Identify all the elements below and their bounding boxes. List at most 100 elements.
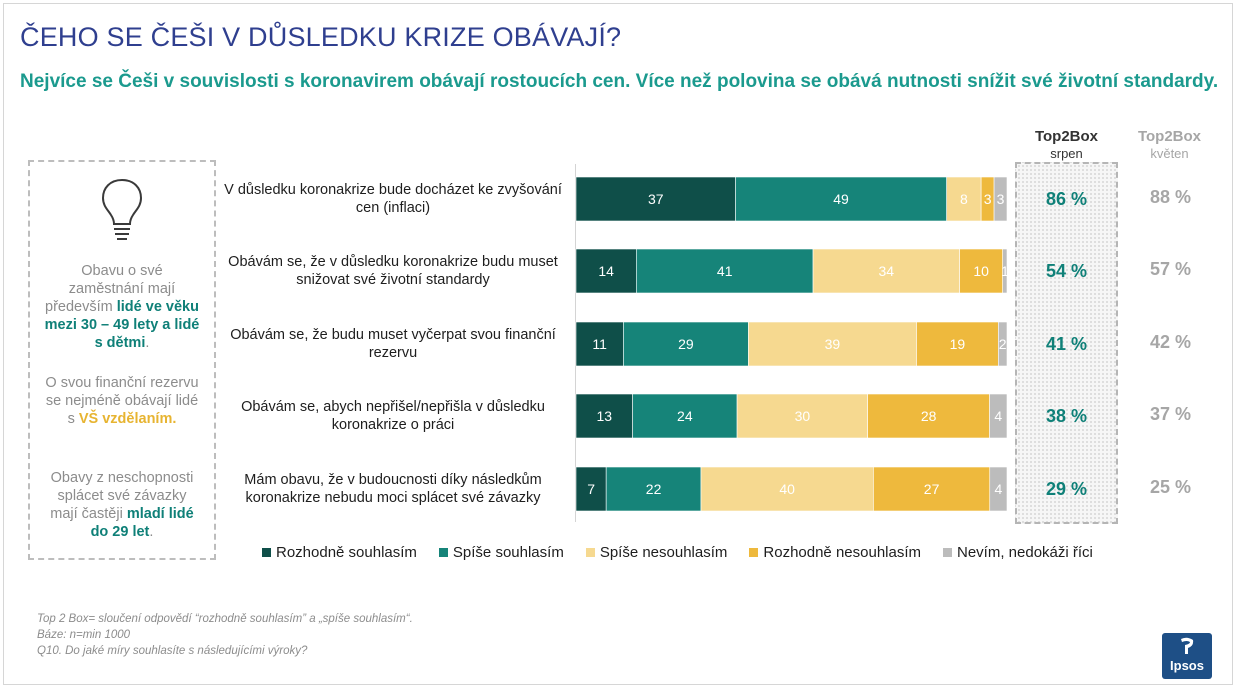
bar-value-label: 41: [717, 263, 733, 279]
bar-segment: [989, 466, 1008, 512]
bar-segment: [575, 248, 637, 294]
bar-segment: [812, 248, 960, 294]
bar-value-label: 28: [921, 408, 937, 424]
legend-item: Rozhodně souhlasím: [262, 544, 417, 561]
bar-value-label: 11: [592, 336, 607, 352]
bar-segment: [632, 393, 738, 439]
ipsos-logo: Ipsos: [1162, 633, 1212, 679]
legend-item: Nevím, nedokáži říci: [943, 544, 1093, 561]
bar-segment: [575, 176, 736, 222]
top2box-previous-value: 42 %: [1149, 332, 1192, 352]
bar-value-label: 19: [950, 336, 966, 352]
insight-reserve: O svou finanční rezervu se nejméně obáva…: [44, 374, 200, 428]
top2box-previous-value: 88 %: [1149, 187, 1192, 207]
insight-debt-text: Obavy z neschopnosti splácet své závazky…: [50, 470, 194, 522]
legend-item: Spíše nesouhlasím: [585, 543, 728, 561]
bar-segment: [998, 321, 1008, 367]
footnote-question: Q10. Do jaké míry souhlasíte s následují…: [37, 645, 308, 657]
insight-employment: Obavu o své zaměstnání mají především li…: [44, 262, 200, 352]
statement-label: Mám obavu, že v budoucnosti díky následk…: [244, 472, 542, 506]
top2box-previous-label: Top2Box: [1137, 128, 1202, 145]
slide-frame: [3, 3, 1233, 685]
bar-segment: [575, 321, 624, 367]
ipsos-mark-icon: [1181, 637, 1194, 654]
bar-segment: [736, 393, 868, 439]
insight-employment-text: Obavu o své zaměstnání mají především: [45, 263, 176, 315]
bar-value-label: 29: [678, 336, 694, 352]
top2box-previous-value: 37 %: [1149, 404, 1192, 424]
top2box-current-value: 38 %: [1045, 406, 1088, 426]
legend-label: Rozhodně nesouhlasím: [763, 543, 921, 561]
bar-segment: [993, 176, 1008, 222]
top2box-previous-value: 25 %: [1149, 477, 1192, 497]
bar-value-label: 49: [833, 191, 849, 207]
legend-label: Nevím, nedokáži říci: [957, 543, 1093, 561]
insight-reserve-highlight: VŠ vzdělaním.: [78, 411, 177, 427]
statement-label: Obávám se, že budu muset vyčerpat svou f…: [230, 327, 556, 361]
legend-swatch: [438, 547, 448, 557]
footnote-top2box: Top 2 Box= sloučení odpovědí “rozhodně s…: [37, 613, 413, 625]
page-title: ČEHO SE ČEŠI V DŮSLEDKU KRIZE OBÁVAJÍ?: [20, 22, 622, 52]
bar-value-label: 24: [677, 408, 693, 424]
bar-segment: [867, 393, 990, 439]
legend-label: Spíše nesouhlasím: [599, 543, 728, 561]
legend-swatch: [585, 547, 595, 557]
bar-value-label: 22: [646, 481, 662, 497]
bar-value-label: 2: [999, 336, 1007, 352]
top2box-current-period: srpen: [1050, 146, 1083, 161]
bar-value-label: 39: [825, 336, 841, 352]
bar-value-label: 3: [984, 191, 992, 207]
legend-item: Rozhodně nesouhlasím: [749, 544, 921, 561]
lightbulb-icon: [101, 178, 143, 240]
bar-value-label: 34: [879, 263, 895, 279]
bar-segment: [748, 321, 917, 367]
chart-bars: 37 49 8 3 314 41 34 10 111 29 39 19 213 24 30 28 47 22 40 2…: [575, 176, 1009, 512]
page-subtitle: Nejvíce se Češi v souvislosti s koronavi…: [20, 71, 1219, 92]
bar-value-label: 1: [1001, 263, 1009, 279]
legend-swatch: [749, 547, 759, 557]
chart-legend: Rozhodně souhlasím Spíše souhlasím Spíše n…: [262, 543, 1115, 561]
insight-debt-end: .: [149, 524, 154, 540]
insight-debt-highlight: mladí lidé do 29 let: [90, 506, 194, 540]
top2box-previous-value: 57 %: [1149, 259, 1192, 279]
bar-value-label: 27: [924, 481, 940, 497]
legend-item: Spíše souhlasím: [438, 543, 564, 561]
bar-segment: [946, 176, 982, 222]
bar-segment: [916, 321, 999, 367]
bar-segment: [700, 466, 874, 512]
insight-employment-highlight: lidé ve věku mezi 30 – 49 lety a lidé s …: [44, 299, 200, 351]
legend-swatch: [262, 547, 271, 557]
bar-segment: [1002, 248, 1008, 294]
statement-label: V důsledku koronakrize bude docházet ke …: [224, 182, 562, 216]
bar-value-label: 10: [973, 263, 989, 279]
bar-segment: [989, 393, 1008, 439]
bar-value-label: 40: [779, 481, 795, 497]
bar-value-label: 13: [597, 408, 613, 424]
ipsos-logo-text: Ipsos: [1170, 658, 1204, 673]
insights-box: Obavu o své zaměstnání mají především li…: [28, 160, 216, 560]
top2box-previous-period: květen: [1150, 146, 1189, 161]
bar-value-label: 4: [994, 408, 1002, 424]
bar-segment: [575, 393, 633, 439]
bar-value-label: 4: [994, 481, 1002, 497]
bar-value-label: 30: [795, 408, 811, 424]
bar-value-label: 3: [997, 191, 1005, 207]
top2box-current-value: 29 %: [1045, 479, 1088, 499]
insight-employment-end: .: [145, 335, 150, 351]
top2box-current-value: 41 %: [1045, 334, 1088, 354]
insight-debt: Obavy z neschopnosti splácet své závazky…: [44, 469, 200, 541]
bar-value-label: 14: [598, 263, 614, 279]
top2box-current-value: 86 %: [1045, 189, 1088, 209]
statement-label: Obávám se, že v důsledku koronakrize bud…: [228, 254, 558, 288]
legend-label: Rozhodně souhlasím: [276, 543, 417, 561]
legend-label: Spíše souhlasím: [452, 543, 564, 561]
bar-value-label: 8: [960, 191, 968, 207]
legend-swatch: [943, 547, 952, 557]
top2box-current-value: 54 %: [1045, 261, 1088, 281]
bar-segment: [575, 466, 607, 512]
bar-value-label: 7: [587, 481, 595, 497]
footnote-base: Báze: n=min 1000: [37, 629, 131, 641]
top2box-current-label: Top2Box: [1034, 128, 1099, 145]
top2box-current-panel: [1015, 162, 1118, 524]
